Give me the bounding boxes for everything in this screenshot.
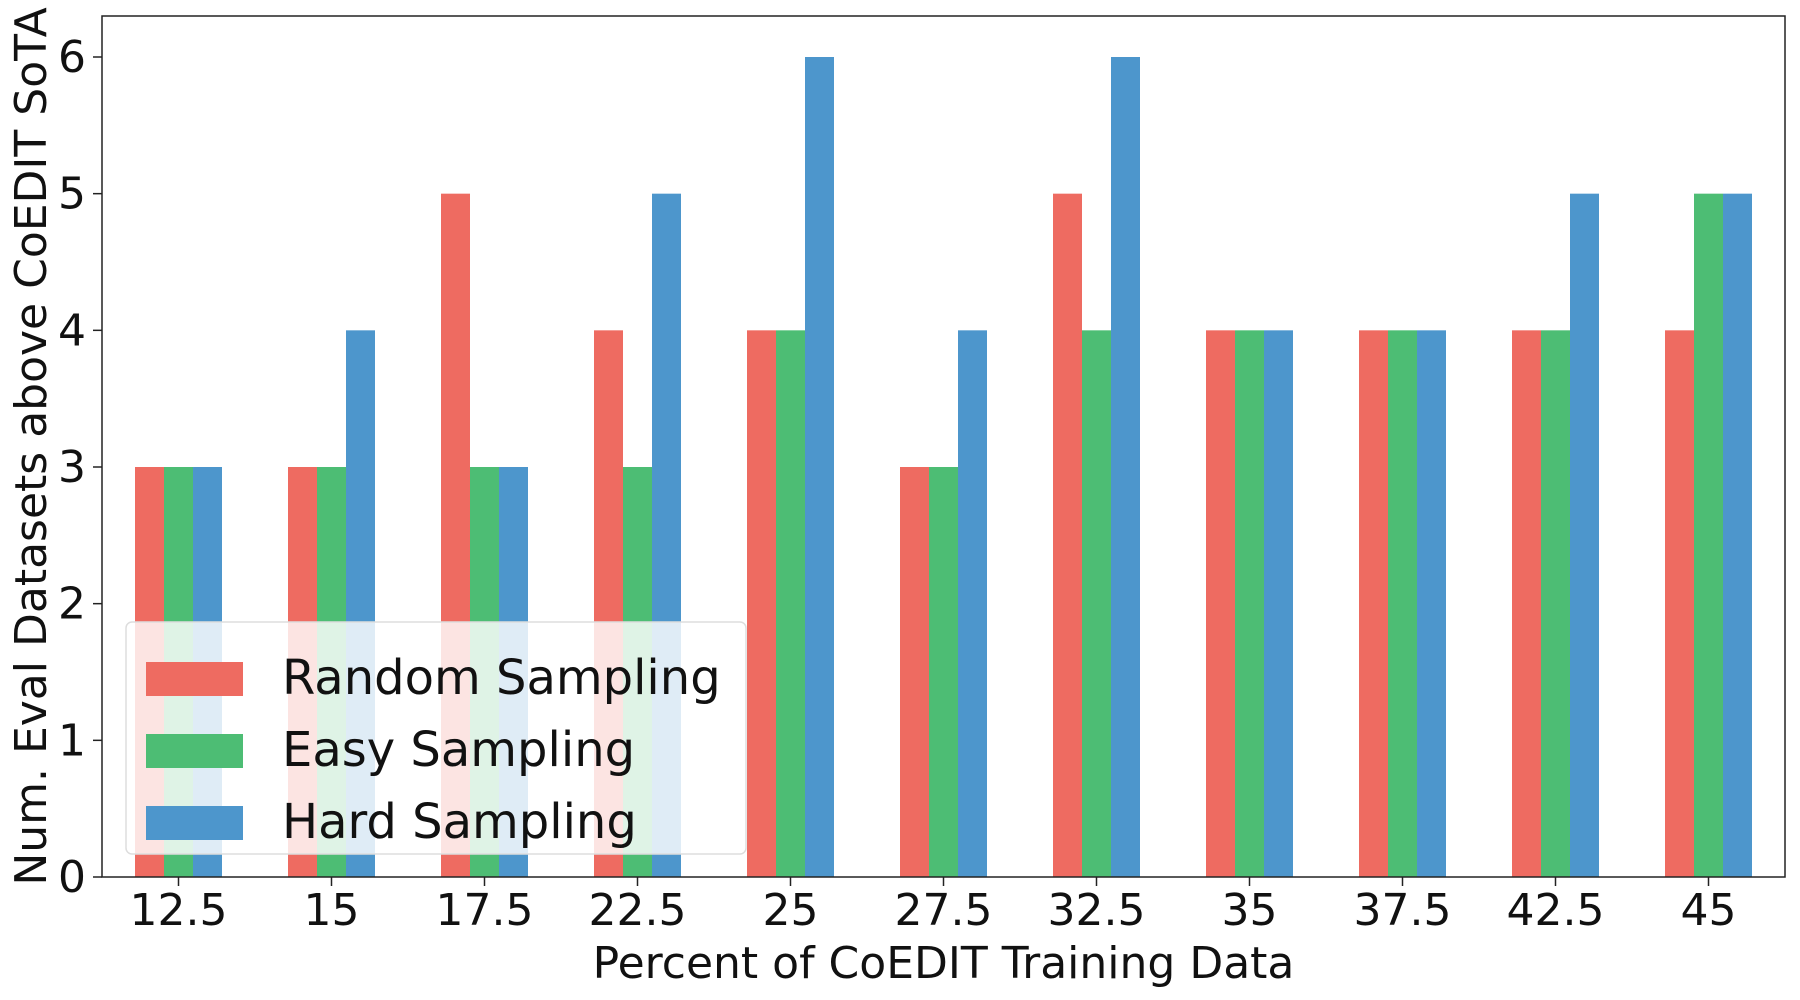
bar-random-sampling-25 <box>747 330 776 877</box>
bar-easy-sampling-27.5 <box>929 467 958 877</box>
legend: Random Sampling Easy Sampling Hard Samplin… <box>125 621 747 855</box>
x-axis-label: Percent of CoEDIT Training Data <box>593 938 1295 989</box>
y-tick-label: 6 <box>58 32 86 83</box>
legend-label: Random Sampling <box>282 650 721 706</box>
bar-random-sampling-27.5 <box>900 467 929 877</box>
bar-hard-sampling-35 <box>1264 330 1293 877</box>
bar-easy-sampling-35 <box>1235 330 1264 877</box>
bar-easy-sampling-42.5 <box>1541 330 1570 877</box>
bar-hard-sampling-42.5 <box>1570 193 1599 877</box>
x-tick-label: 35 <box>1222 885 1278 936</box>
x-tick-label: 25 <box>763 885 819 936</box>
bar-random-sampling-35 <box>1206 330 1235 877</box>
x-tick-label: 27.5 <box>895 885 993 936</box>
x-tick-label: 12.5 <box>130 885 228 936</box>
x-tick-label: 42.5 <box>1507 885 1605 936</box>
bar-random-sampling-45 <box>1665 330 1694 877</box>
y-axis: 0 1 2 3 4 5 6 <box>58 32 102 903</box>
legend-swatch-easy-sampling <box>146 734 243 768</box>
bar-hard-sampling-25 <box>805 57 834 877</box>
y-tick-label: 0 <box>58 852 86 903</box>
x-axis: 12.5 15 17.5 22.5 25 27.5 32.5 35 37.5 42.5 45 <box>130 877 1737 936</box>
bar-random-sampling-32.5 <box>1053 193 1082 877</box>
y-tick-label: 2 <box>58 579 86 630</box>
x-tick-label: 17.5 <box>436 885 534 936</box>
legend-label: Easy Sampling <box>282 722 635 778</box>
legend-swatch-random-sampling <box>146 662 243 696</box>
bar-hard-sampling-32.5 <box>1111 57 1140 877</box>
bar-hard-sampling-45 <box>1723 193 1752 877</box>
y-axis-label: Num. Eval Datasets above CoEDIT SoTA <box>6 7 57 885</box>
bar-easy-sampling-45 <box>1694 193 1723 877</box>
y-tick-label: 4 <box>58 305 86 356</box>
bar-easy-sampling-37.5 <box>1388 330 1417 877</box>
bar-random-sampling-42.5 <box>1512 330 1541 877</box>
legend-box <box>125 621 747 855</box>
y-tick-label: 3 <box>58 442 86 493</box>
x-tick-label: 15 <box>304 885 360 936</box>
bar-hard-sampling-27.5 <box>958 330 987 877</box>
x-tick-label: 45 <box>1681 885 1737 936</box>
bar-hard-sampling-37.5 <box>1417 330 1446 877</box>
y-tick-label: 1 <box>58 715 86 766</box>
x-tick-label: 22.5 <box>589 885 687 936</box>
y-tick-label: 5 <box>58 169 86 220</box>
x-tick-label: 37.5 <box>1354 885 1452 936</box>
x-tick-label: 32.5 <box>1048 885 1146 936</box>
bar-easy-sampling-32.5 <box>1082 330 1111 877</box>
legend-label: Hard Sampling <box>282 794 637 850</box>
bar-easy-sampling-25 <box>776 330 805 877</box>
legend-swatch-hard-sampling <box>146 806 243 840</box>
bar-random-sampling-37.5 <box>1359 330 1388 877</box>
